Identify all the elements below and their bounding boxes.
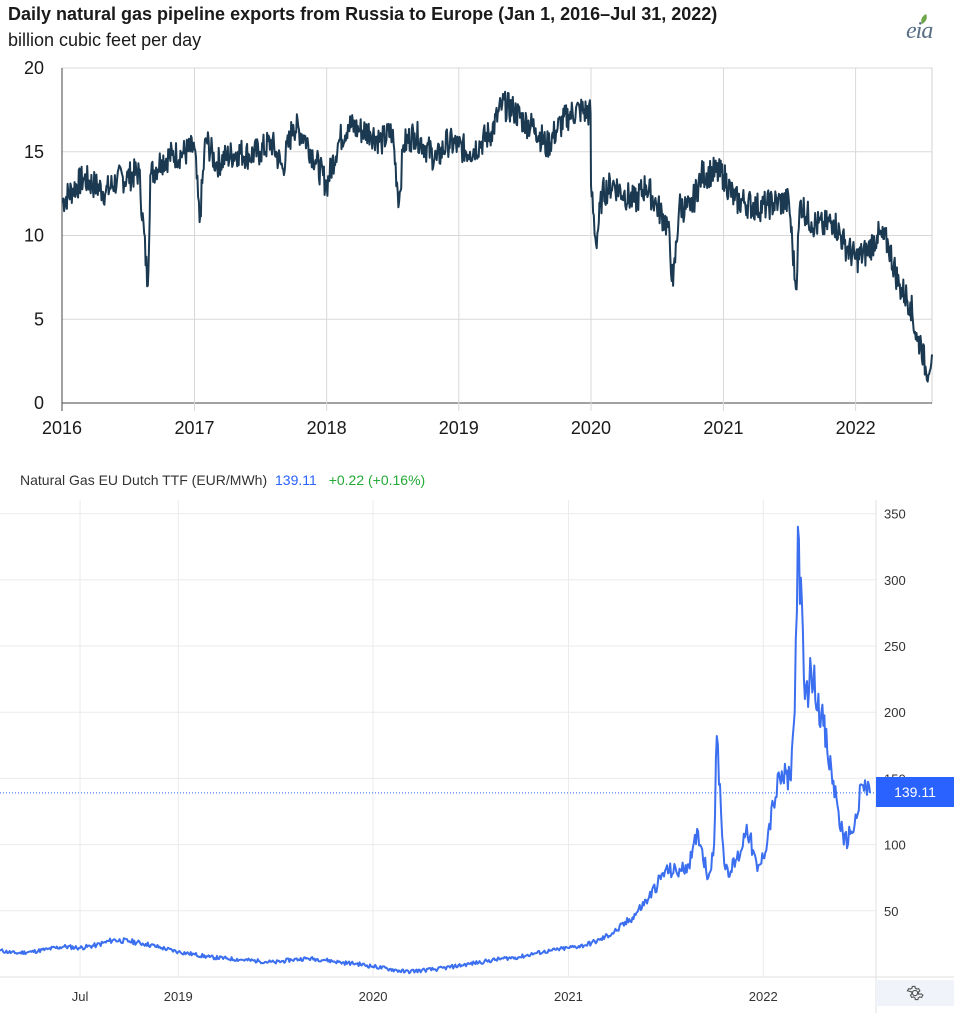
chart-title: Daily natural gas pipeline exports from … bbox=[8, 4, 718, 24]
y-tick-label: 5 bbox=[34, 309, 44, 329]
eia-line-chart: 0 5 10 15 20 2016 2017 2018 2019 2020 2021 2022 bbox=[24, 58, 933, 438]
y-tick-label: 300 bbox=[884, 573, 906, 588]
x-tick-label: Jul bbox=[72, 989, 89, 1004]
ttf-line-chart[interactable]: 50100150200250300350Jul2019202020212022 bbox=[0, 440, 954, 1024]
x-tick-label: 2018 bbox=[307, 418, 347, 438]
y-tick-label: 50 bbox=[884, 904, 898, 919]
x-tick-label: 2019 bbox=[439, 418, 479, 438]
ttf-symbol-name: Natural Gas EU Dutch TTF (EUR/MWh) bbox=[20, 472, 268, 488]
y-tick-label: 20 bbox=[24, 58, 44, 78]
x-tick-label: 2019 bbox=[164, 989, 193, 1004]
chart-settings-button[interactable] bbox=[876, 980, 954, 1006]
x-tick-label: 2022 bbox=[836, 418, 876, 438]
chart-subtitle: billion cubic feet per day bbox=[8, 30, 202, 50]
x-tick-label: 2020 bbox=[571, 418, 611, 438]
series-line bbox=[61, 90, 933, 383]
ttf-last-price: 139.11 bbox=[275, 472, 317, 488]
eia-logo-text: eia bbox=[906, 18, 933, 44]
x-tick-label: 2022 bbox=[749, 989, 778, 1004]
x-tick-label: 2020 bbox=[359, 989, 388, 1004]
x-tick-label: 2016 bbox=[42, 418, 82, 438]
series-line bbox=[0, 525, 871, 975]
x-tick-label: 2021 bbox=[703, 418, 743, 438]
eia-logo bbox=[898, 12, 948, 46]
y-tick-label: 10 bbox=[24, 226, 44, 246]
gear-icon bbox=[906, 985, 924, 1001]
ttf-price-tag: 139.11 bbox=[876, 777, 954, 807]
y-tick-label: 250 bbox=[884, 639, 906, 654]
y-tick-label: 0 bbox=[34, 393, 44, 413]
y-tick-label: 350 bbox=[884, 507, 906, 522]
x-tick-label: 2021 bbox=[554, 989, 583, 1004]
y-tick-label: 100 bbox=[884, 838, 906, 853]
eia-chart-panel: Daily natural gas pipeline exports from … bbox=[0, 0, 954, 440]
y-tick-label: 15 bbox=[24, 142, 44, 162]
ttf-price-change: +0.22 (+0.16%) bbox=[328, 472, 426, 488]
x-tick-label: 2017 bbox=[174, 418, 214, 438]
y-tick-label: 200 bbox=[884, 705, 906, 720]
ttf-legend: Natural Gas EU Dutch TTF (EUR/MWh) 139.1… bbox=[20, 472, 425, 488]
eia-logo-leaf-icon bbox=[921, 14, 927, 24]
ttf-chart-panel: Natural Gas EU Dutch TTF (EUR/MWh) 139.1… bbox=[0, 440, 954, 1024]
